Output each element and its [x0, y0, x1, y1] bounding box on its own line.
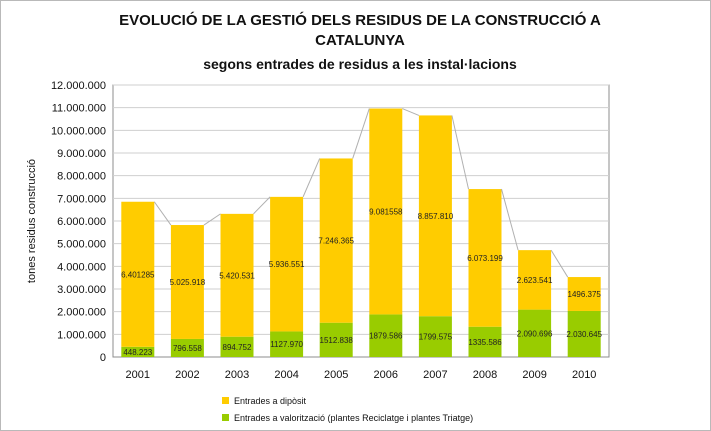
bar-valoritzacio [518, 309, 552, 357]
x-tick-label: 2008 [473, 369, 497, 381]
y-tick-label: 8.000.000 [57, 171, 106, 183]
data-label-diposit: 5.025.918 [170, 278, 206, 287]
data-label-valoritzacio: 894.752 [223, 343, 252, 352]
x-tick-label: 2002 [175, 369, 199, 381]
bar-valoritzacio [369, 314, 403, 357]
legend-label-diposit: Entrades a dipòsit [234, 395, 307, 406]
total-line-segment [550, 249, 569, 278]
bar-diposit [518, 250, 552, 310]
x-tick-label: 2007 [423, 369, 447, 381]
bar-diposit [369, 108, 403, 315]
bar-valoritzacio [468, 326, 502, 357]
bar-valoritzacio [121, 346, 155, 357]
x-tick-label: 2005 [324, 369, 348, 381]
data-label-diposit: 6.401285 [121, 270, 155, 279]
data-label-valoritzacio: 2.090.696 [517, 329, 553, 338]
y-tick-label: 4.000.000 [57, 261, 106, 273]
bar-valoritzacio [418, 316, 452, 357]
bar-diposit [468, 189, 502, 327]
y-axis-label: tones residus construcció [26, 159, 38, 283]
bar-diposit [220, 213, 254, 337]
x-tick-label: 2003 [225, 369, 249, 381]
total-line-segment [402, 108, 420, 116]
legend-swatch-diposit [222, 397, 229, 404]
bar-diposit [121, 201, 155, 347]
legend-item-valoritzacio: Entrades a valorització (plantes Recicla… [222, 409, 473, 426]
total-line-segment [153, 201, 172, 226]
bar-diposit [418, 115, 452, 317]
data-label-valoritzacio: 1335.586 [468, 338, 502, 347]
x-tick-label: 2001 [126, 369, 150, 381]
data-label-diposit: 8.857.810 [418, 212, 454, 221]
legend: Entrades a dipòsit Entrades a valoritzac… [222, 392, 473, 426]
y-tick-label: 0 [100, 352, 106, 364]
bar-diposit [567, 277, 601, 311]
data-label-valoritzacio: 448.223 [123, 348, 152, 357]
x-tick-label: 2006 [374, 369, 398, 381]
data-label-diposit: 9.081558 [369, 207, 403, 216]
x-tick-label: 2010 [572, 369, 596, 381]
y-tick-label: 3.000.000 [57, 284, 106, 296]
total-line-segment [203, 213, 221, 226]
y-tick-label: 5.000.000 [57, 239, 106, 251]
total-line-segment [253, 196, 271, 215]
y-tick-label: 12.000.000 [51, 80, 106, 92]
legend-swatch-valoritzacio [222, 414, 229, 421]
chart-subtitle: segons entrades de residus a les instal·… [203, 56, 517, 72]
data-label-diposit: 1496.375 [568, 290, 602, 299]
data-label-valoritzacio: 1512.838 [320, 336, 354, 345]
y-tick-label: 2.000.000 [57, 307, 106, 319]
y-tick-label: 6.000.000 [57, 216, 106, 228]
total-line-segment [501, 188, 519, 251]
bar-valoritzacio [270, 331, 304, 357]
y-tick-label: 1.000.000 [57, 329, 106, 341]
legend-label-valoritzacio: Entrades a valorització (plantes Recicla… [234, 412, 474, 423]
total-line-segment [451, 115, 469, 190]
bar-diposit [319, 158, 353, 323]
chart-title-line2: CATALUNYA [315, 32, 405, 49]
y-tick-label: 9.000.000 [57, 148, 106, 160]
data-label-diposit: 5.420.531 [219, 271, 255, 280]
data-label-diposit: 5.936.551 [269, 260, 305, 269]
bar-diposit [270, 196, 304, 332]
y-tick-label: 7.000.000 [57, 193, 106, 205]
y-tick-label: 11.000.000 [52, 103, 106, 115]
bar-diposit [170, 225, 204, 339]
data-label-diposit: 2.623.541 [517, 276, 553, 285]
data-label-valoritzacio: 1799.575 [419, 333, 453, 342]
x-tick-label: 2009 [522, 369, 546, 381]
chart-title-line1: EVOLUCIÓ DE LA GESTIÓ DELS RESIDUS DE LA… [119, 12, 601, 29]
legend-item-diposit: Entrades a dipòsit [222, 392, 473, 409]
bar-valoritzacio [220, 336, 254, 357]
data-label-valoritzacio: 1127.970 [270, 340, 303, 349]
data-label-diposit: 6.073.199 [467, 254, 503, 263]
data-label-valoritzacio: 1879.586 [369, 332, 403, 341]
bar-valoritzacio [170, 338, 204, 357]
bar-valoritzacio [319, 322, 353, 357]
y-tick-label: 10.000.000 [51, 125, 106, 137]
total-line-segment [302, 158, 321, 198]
x-tick-label: 2004 [274, 369, 298, 381]
total-line-segment [352, 108, 370, 159]
data-label-diposit: 7.246.365 [318, 237, 354, 246]
bar-valoritzacio [567, 310, 601, 357]
data-label-valoritzacio: 2.030.645 [566, 330, 602, 339]
data-label-valoritzacio: 796.558 [173, 344, 202, 353]
